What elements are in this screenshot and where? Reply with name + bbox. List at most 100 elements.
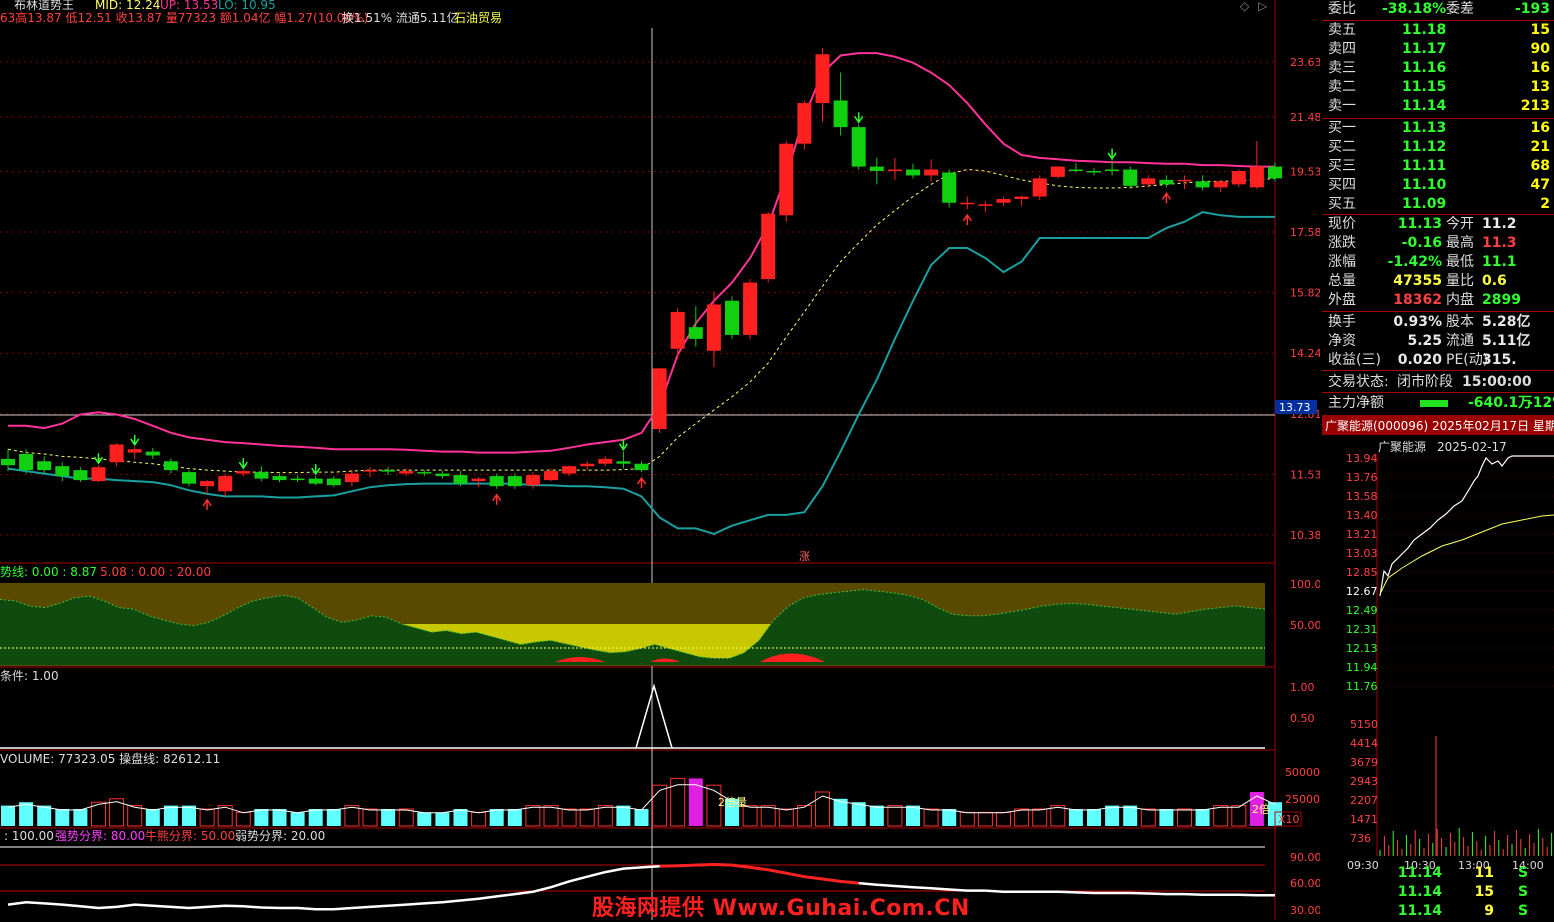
candle-body <box>616 461 631 464</box>
volume-bar <box>37 805 52 826</box>
trend-label: 势线: 0.00 : 8.87 <box>0 565 97 579</box>
candle-body <box>652 368 667 430</box>
candle <box>19 449 34 474</box>
volume-bar <box>182 805 196 826</box>
volume-bar <box>417 812 432 826</box>
candle-body <box>363 470 377 472</box>
candle-body <box>761 213 776 280</box>
price-gridlines <box>0 61 1275 536</box>
candle-body <box>833 100 848 128</box>
volume-bar <box>217 805 233 827</box>
mini-date: 2025-02-17 <box>1437 440 1507 454</box>
candle <box>924 159 939 182</box>
volume-bar <box>199 808 215 827</box>
candle-body <box>236 471 251 474</box>
volume-bar <box>1087 809 1101 826</box>
sell-arrow-icon <box>1107 148 1117 161</box>
volume-bar <box>869 805 884 826</box>
candle-body <box>815 54 830 104</box>
volume-bar <box>579 808 595 827</box>
stat2-row: 净资 5.25 流通 5.11亿 <box>1328 333 1531 349</box>
candle <box>906 163 920 179</box>
candle <box>1268 162 1282 182</box>
main-chart[interactable]: 63高13.87 低12.51 收13.87 量77323 额1.04亿 幅1.… <box>0 0 1320 920</box>
volume-bar <box>778 808 794 827</box>
legend-mid: MID: 12.24 <box>95 0 160 12</box>
volume-bar <box>525 805 541 827</box>
volume-bar <box>815 791 830 827</box>
ask-row: 卖三 11.16 16 <box>1328 60 1550 76</box>
candle-body <box>290 478 305 481</box>
indicator-legend: 布林道势王 MID: 12.24 UP: 13.53 LO: 10.95 <box>14 0 276 12</box>
candle <box>489 473 504 489</box>
mini-time-tick: 10:30 <box>1404 859 1436 872</box>
candle-body <box>435 473 450 477</box>
trade-state-row: 交易状态: 闭市阶段 15:00:00 <box>1328 374 1532 390</box>
candle-body <box>887 169 902 172</box>
price-tick-label: 23.63 <box>1290 56 1320 69</box>
price-tick-label: 14.24 <box>1290 347 1320 360</box>
volume-bar <box>1195 809 1210 826</box>
mini-vol-tick: 736 <box>1350 832 1371 845</box>
candle-body <box>1032 178 1047 197</box>
sell-arrow-icon <box>854 112 864 124</box>
volume-bar <box>55 809 70 826</box>
volume-bar <box>344 805 360 827</box>
current-price-label: 13.73 <box>1279 401 1311 414</box>
candle-body <box>308 478 323 484</box>
candle <box>1213 179 1228 192</box>
volume-bar <box>1159 809 1174 826</box>
volume-bar <box>1014 808 1030 827</box>
buy-arrow-icon <box>492 493 502 505</box>
volume-bar <box>959 811 975 827</box>
main-net-bar <box>1420 400 1448 407</box>
diamond-icon[interactable]: ◇ <box>1240 0 1250 13</box>
volume-annotation-2x: 2倍量 <box>718 795 747 809</box>
mini-vol-tick: 5150 <box>1350 718 1378 731</box>
volume-bar <box>996 811 1011 827</box>
mini-time-tick: 09:30 <box>1347 859 1379 872</box>
candle-body <box>182 472 196 484</box>
candle-body <box>869 166 884 171</box>
candle <box>507 473 522 489</box>
volume-bar <box>1213 805 1229 827</box>
candle-body <box>688 327 703 339</box>
candle-body <box>145 451 160 456</box>
mini-vol-tick: 4414 <box>1350 737 1378 750</box>
volume-bar <box>742 805 758 827</box>
mini-vol-tick: 2207 <box>1350 794 1378 807</box>
volume-bar <box>1050 805 1066 827</box>
candle-body <box>163 461 178 471</box>
candle <box>272 473 287 483</box>
mini-time-tick: 13:00 <box>1458 859 1490 872</box>
mini-price-tick: 11.76 <box>1346 680 1378 693</box>
intraday-mini-chart[interactable]: 广聚能源 2025-02-17 13.94 13.76 13.58 13.40 13.21 1… <box>1322 436 1554 876</box>
candle <box>833 72 848 136</box>
stat2-row: 换手 0.93% 股本 5.28亿 <box>1328 314 1531 330</box>
stock-title-bar[interactable]: 广聚能源(000096) 2025年02月17日 星期一 <box>1322 415 1554 435</box>
stat2-row: 收益(三) 0.020 PE(动) 315. <box>1328 352 1517 368</box>
candle-body <box>1087 170 1101 173</box>
volume-bar <box>887 805 903 827</box>
volume-bars <box>1 777 1282 827</box>
scroll-right-icon[interactable]: ▷ <box>1258 0 1268 13</box>
volume-bar <box>308 809 323 826</box>
buy-arrow-icon <box>202 498 212 510</box>
bid-row: 买二 11.12 21 <box>1328 139 1550 155</box>
candle <box>308 476 323 486</box>
bid-row: 买五 11.09 2 <box>1328 196 1550 212</box>
candle <box>435 471 450 479</box>
candle-body <box>55 466 70 477</box>
candle <box>417 470 432 477</box>
volume-bar <box>1231 805 1247 827</box>
candle-body <box>942 172 957 203</box>
strength-label-c: 牛熊分界: 50.00 <box>145 828 235 843</box>
candle <box>37 456 52 474</box>
candle <box>1195 175 1210 191</box>
candle <box>525 472 540 489</box>
candle-body <box>743 282 758 335</box>
candle-body <box>19 454 34 471</box>
candle <box>1231 169 1246 188</box>
ask-row: 卖五 11.18 15 <box>1328 22 1550 38</box>
volume-bar <box>507 809 522 826</box>
